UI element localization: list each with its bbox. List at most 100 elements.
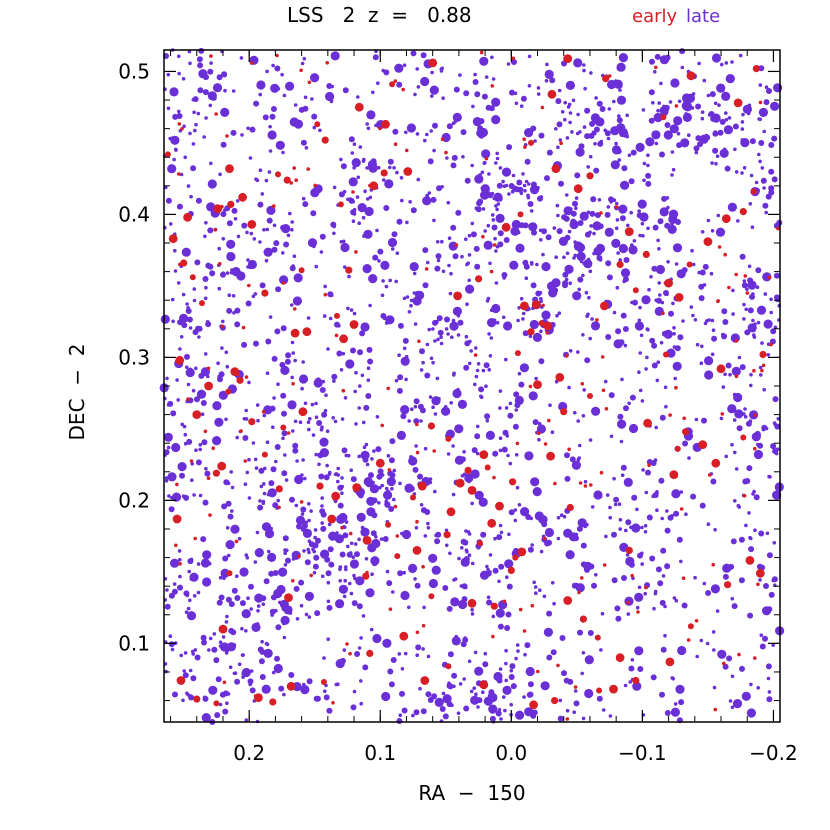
early-point (424, 267, 429, 271)
late-point (226, 642, 236, 652)
late-point (618, 527, 622, 531)
late-point (710, 584, 721, 594)
late-point (773, 272, 780, 279)
late-point (645, 137, 655, 147)
late-point (271, 63, 275, 68)
late-point (517, 306, 521, 310)
late-point (714, 161, 718, 166)
late-point (402, 63, 407, 67)
late-point (348, 551, 353, 555)
late-point (339, 368, 344, 372)
early-point (177, 172, 181, 176)
late-point (656, 108, 660, 113)
late-point (451, 121, 456, 126)
late-point (590, 505, 595, 509)
late-point (204, 466, 208, 471)
early-point (473, 353, 478, 357)
late-point (332, 224, 337, 229)
late-point (376, 165, 381, 170)
late-point (384, 321, 389, 325)
late-point (356, 603, 363, 610)
late-point (576, 457, 581, 462)
late-point (283, 563, 288, 567)
late-point (645, 172, 652, 179)
early-point (745, 556, 755, 565)
late-point (392, 166, 396, 170)
late-point (456, 639, 461, 644)
late-point (549, 77, 556, 84)
late-point (573, 689, 578, 693)
late-point (231, 587, 238, 594)
late-point (683, 102, 693, 112)
late-point (740, 138, 750, 148)
late-point (221, 319, 225, 324)
late-point (452, 306, 462, 316)
late-point (348, 177, 358, 187)
late-point (754, 180, 759, 185)
late-point (221, 571, 228, 578)
late-point (751, 492, 755, 496)
late-point (711, 328, 716, 333)
late-point (433, 489, 437, 494)
late-point (653, 458, 658, 462)
late-point (742, 279, 747, 283)
late-point (776, 417, 781, 421)
late-point (614, 605, 621, 612)
late-point (638, 305, 642, 310)
early-point (175, 355, 185, 365)
late-point (504, 406, 509, 410)
late-point (501, 272, 508, 278)
late-point (439, 706, 446, 712)
late-point (359, 330, 366, 337)
late-point (326, 604, 333, 611)
late-point (243, 482, 248, 487)
late-point (268, 480, 275, 487)
early-point (421, 564, 425, 569)
late-point (481, 690, 485, 694)
late-point (732, 418, 737, 422)
late-point (584, 688, 594, 699)
late-point (312, 549, 317, 554)
early-point (512, 554, 519, 561)
late-point (476, 705, 480, 709)
late-point (382, 638, 392, 648)
late-point (365, 481, 372, 488)
late-point (483, 696, 493, 706)
early-point (399, 631, 409, 641)
late-point (758, 117, 762, 122)
late-point (451, 492, 456, 497)
late-point (280, 615, 290, 626)
late-point (460, 474, 465, 478)
late-point (368, 274, 378, 284)
late-point (728, 699, 733, 703)
late-point (671, 489, 681, 499)
late-point (719, 416, 724, 421)
late-point (528, 391, 538, 401)
late-point (450, 597, 460, 607)
early-point (280, 424, 287, 431)
late-point (642, 161, 647, 166)
x-tick-label: 0.2 (233, 741, 265, 765)
late-point (488, 704, 498, 714)
early-point (518, 607, 523, 612)
late-point (496, 534, 503, 541)
late-point (595, 127, 599, 132)
early-point (599, 470, 604, 475)
early-point (743, 274, 748, 278)
early-point (275, 485, 283, 493)
late-point (183, 651, 188, 655)
late-point (338, 565, 343, 570)
late-point (623, 343, 628, 348)
late-point (249, 607, 253, 611)
late-point (420, 76, 430, 87)
late-point (730, 705, 735, 710)
late-point (654, 53, 661, 60)
late-point (452, 388, 462, 399)
early-point (209, 54, 213, 58)
late-point (573, 410, 577, 415)
late-point (281, 150, 285, 155)
late-point (336, 479, 340, 484)
late-point (310, 97, 314, 101)
late-point (171, 588, 178, 595)
late-point (601, 708, 606, 712)
